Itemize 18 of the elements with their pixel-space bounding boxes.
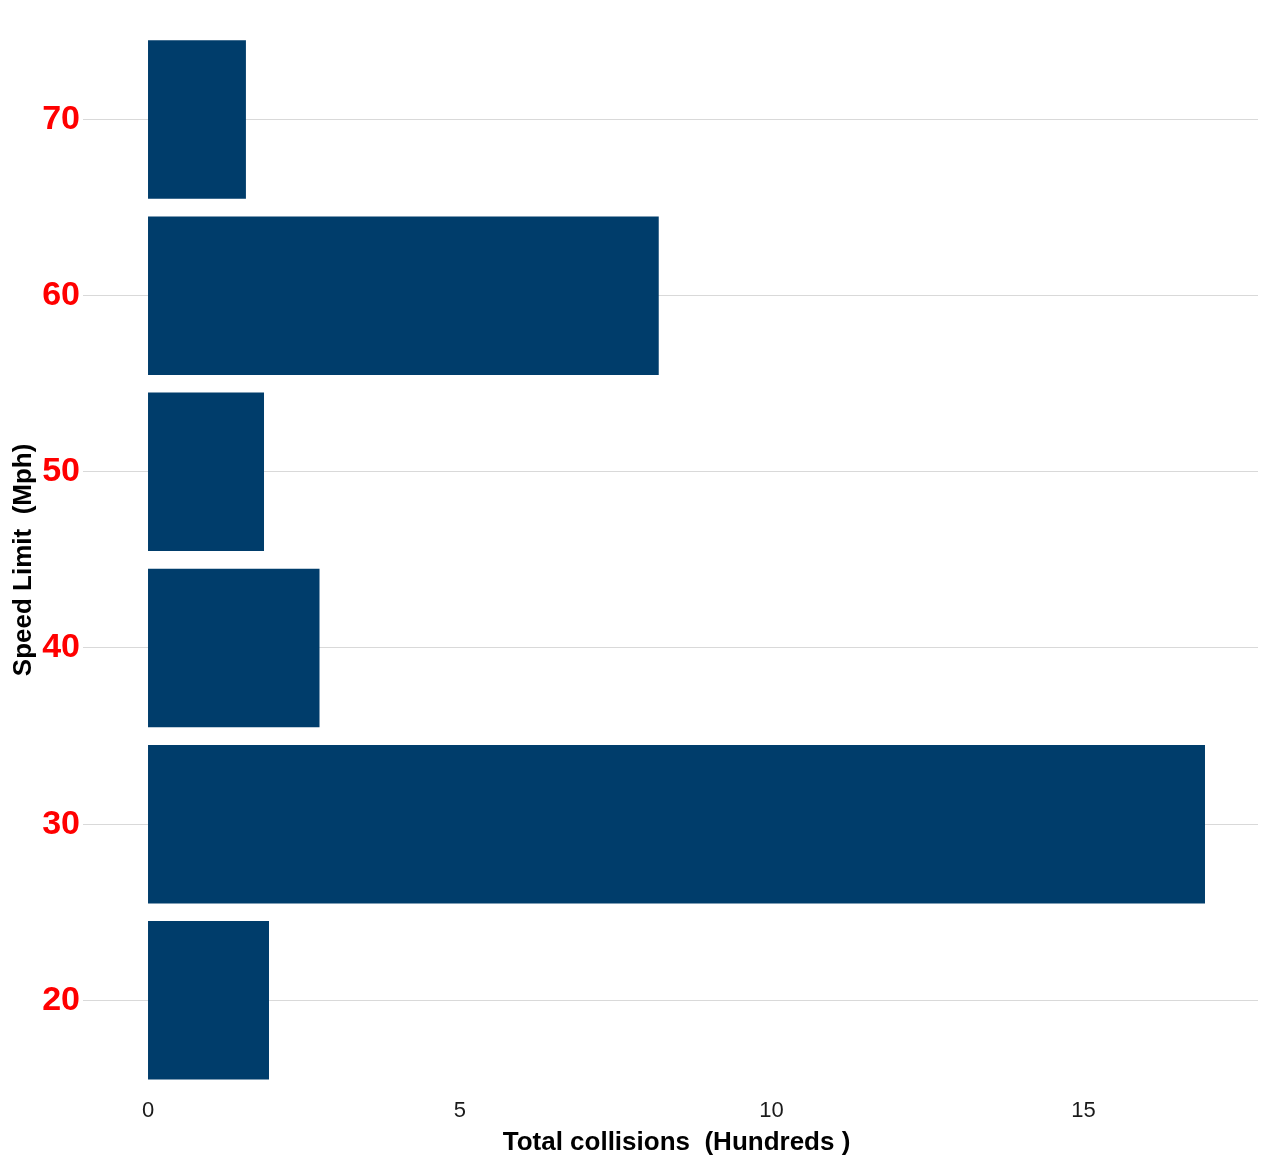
bar xyxy=(148,392,265,552)
y-tick-label: 70 xyxy=(42,97,81,136)
y-tick-label: 30 xyxy=(42,802,81,841)
bar xyxy=(148,568,320,728)
bar xyxy=(148,216,659,375)
x-tick-label: 10 xyxy=(759,1096,784,1122)
y-tick-label: 60 xyxy=(42,274,81,313)
bar xyxy=(148,744,1205,904)
bar xyxy=(148,40,246,199)
y-tick-label: 50 xyxy=(42,450,81,489)
x-axis-title: Total collisions (Hundreds ) xyxy=(502,1125,851,1156)
x-tick-label: 5 xyxy=(453,1096,466,1122)
y-axis-title: Speed Limit (Mph) xyxy=(6,443,37,677)
y-tick-label: 20 xyxy=(42,978,81,1017)
y-tick-label: 40 xyxy=(42,626,81,665)
bar xyxy=(148,921,269,1080)
x-tick-label: 0 xyxy=(141,1096,155,1122)
x-tick-label: 15 xyxy=(1071,1096,1096,1122)
